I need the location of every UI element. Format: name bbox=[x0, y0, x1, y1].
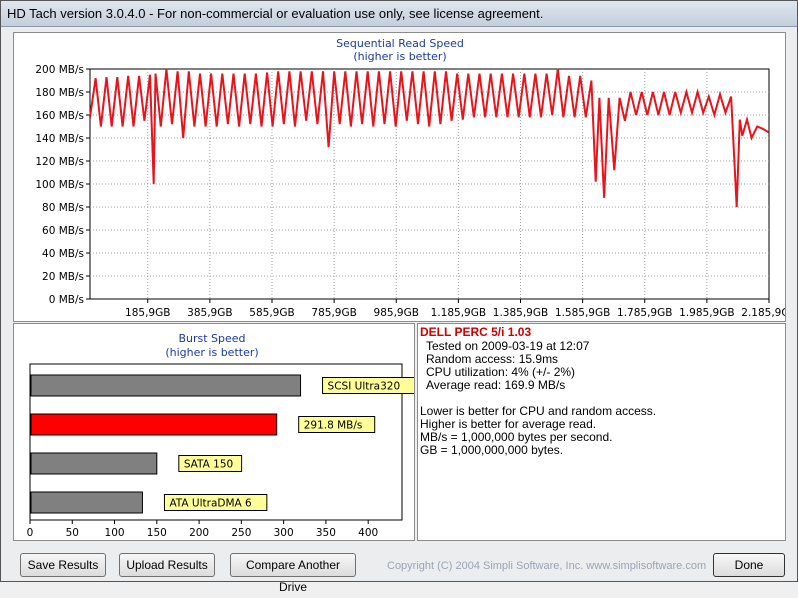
average-read: Average read: 169.9 MB/s bbox=[426, 378, 566, 392]
x-tick-label: 1.985,9GB bbox=[679, 307, 734, 319]
y-tick-label: 200 MB/s bbox=[35, 64, 84, 76]
done-button[interactable]: Done bbox=[713, 553, 785, 577]
cpu-utilization: CPU utilization: 4% (+/- 2%) bbox=[426, 365, 576, 379]
x-tick-label: 150 bbox=[147, 527, 167, 539]
x-tick-label: 300 bbox=[274, 527, 294, 539]
note-line: Lower is better for CPU and random acces… bbox=[420, 404, 657, 418]
burst-x-axis: 0 50 100 150 200 250 300 350 400 bbox=[27, 520, 378, 539]
x-tick-label: 1.185,9GB bbox=[431, 307, 486, 319]
x-tick-label: 400 bbox=[358, 527, 378, 539]
burst-bar-label-box bbox=[163, 494, 268, 511]
burst-bar-label: SATA 150 bbox=[184, 459, 233, 471]
window-title: HD Tach version 3.0.4.0 - For non-commer… bbox=[1, 1, 797, 27]
note-line: MB/s = 1,000,000 bytes per second. bbox=[420, 430, 613, 444]
x-tick-label: 100 bbox=[105, 527, 125, 539]
note-line: GB = 1,000,000,000 bytes. bbox=[420, 443, 564, 457]
tested-on: Tested on 2009-03-19 at 12:07 bbox=[426, 339, 590, 353]
read-grid bbox=[90, 69, 769, 299]
burst-chart-subtitle: (higher is better) bbox=[165, 346, 258, 359]
burst-bar bbox=[30, 374, 302, 397]
burst-chart-title: Burst Speed bbox=[178, 332, 245, 345]
burst-bar-label-box bbox=[178, 455, 243, 472]
y-tick-label: 160 MB/s bbox=[35, 110, 84, 122]
y-tick-label: 140 MB/s bbox=[35, 133, 84, 145]
burst-bar-label-box bbox=[298, 416, 376, 433]
sequential-read-panel: Sequential Read Speed (higher is better)… bbox=[13, 32, 797, 322]
read-speed-line bbox=[89, 68, 770, 208]
read-x-axis: 185,9GB 385,9GB 585,9GB 785,9GB 985,9GB 1.185… bbox=[125, 299, 797, 319]
burst-speed-chart: Burst Speed (higher is better) SCSI Ultr… bbox=[27, 332, 419, 539]
x-tick-label: 350 bbox=[316, 527, 336, 539]
x-tick-label: 185,9GB bbox=[125, 307, 170, 319]
burst-bar bbox=[30, 491, 143, 514]
read-chart-title: Sequential Read Speed bbox=[336, 37, 464, 50]
x-tick-label: 1.785,9GB bbox=[617, 307, 672, 319]
sequential-read-chart: Sequential Read Speed (higher is better)… bbox=[35, 37, 797, 319]
random-access: Random access: 15.9ms bbox=[426, 352, 559, 366]
burst-bar-label: SCSI Ultra320 bbox=[328, 381, 401, 393]
x-tick-label: 50 bbox=[66, 527, 79, 539]
x-tick-label: 1.385,9GB bbox=[493, 307, 548, 319]
y-tick-label: 100 MB/s bbox=[35, 179, 84, 191]
burst-speed-panel: Burst Speed (higher is better) SCSI Ultr… bbox=[13, 323, 419, 541]
y-tick-label: 120 MB/s bbox=[35, 156, 84, 168]
x-tick-label: 2.185,9GB bbox=[741, 307, 785, 319]
y-tick-label: 80 MB/s bbox=[42, 202, 84, 214]
x-tick-label: 1.585,9GB bbox=[555, 307, 610, 319]
drive-name: DELL PERC 5/i 1.03 bbox=[420, 325, 532, 339]
burst-bars: SCSI Ultra320 291.8 MB/s SATA 150 ATA Ultra… bbox=[30, 374, 419, 514]
save-results-button[interactable]: Save Results bbox=[20, 553, 106, 577]
x-tick-label: 250 bbox=[231, 527, 251, 539]
y-tick-label: 180 MB/s bbox=[35, 87, 84, 99]
x-tick-label: 200 bbox=[189, 527, 209, 539]
read-chart-subtitle: (higher is better) bbox=[353, 50, 446, 63]
y-tick-label: 0 MB/s bbox=[49, 294, 84, 306]
burst-bar bbox=[30, 452, 158, 475]
y-tick-label: 40 MB/s bbox=[42, 248, 84, 260]
x-tick-label: 585,9GB bbox=[249, 307, 294, 319]
compare-drive-button[interactable]: Compare Another Drive bbox=[230, 553, 356, 594]
burst-bar-label: ATA UltraDMA 6 bbox=[169, 498, 252, 510]
burst-bar bbox=[30, 413, 278, 436]
y-tick-label: 60 MB/s bbox=[42, 225, 84, 237]
x-tick-label: 385,9GB bbox=[187, 307, 232, 319]
y-tick-label: 20 MB/s bbox=[42, 271, 84, 283]
x-tick-label: 985,9GB bbox=[374, 307, 419, 319]
x-tick-label: 785,9GB bbox=[311, 307, 356, 319]
burst-bar-label: 291.8 MB/s bbox=[304, 420, 363, 432]
note-line: Higher is better for average read. bbox=[420, 417, 597, 431]
read-y-axis: 200 MB/s 180 MB/s 160 MB/s 140 MB/s 120 MB/s… bbox=[35, 64, 90, 306]
copyright-text: Copyright (C) 2004 Simpli Software, Inc.… bbox=[387, 560, 707, 572]
x-tick-label: 0 bbox=[27, 527, 34, 539]
results-info-panel: DELL PERC 5/i 1.03 Tested on 2009-03-19 … bbox=[417, 323, 786, 541]
upload-results-button[interactable]: Upload Results bbox=[119, 553, 215, 577]
